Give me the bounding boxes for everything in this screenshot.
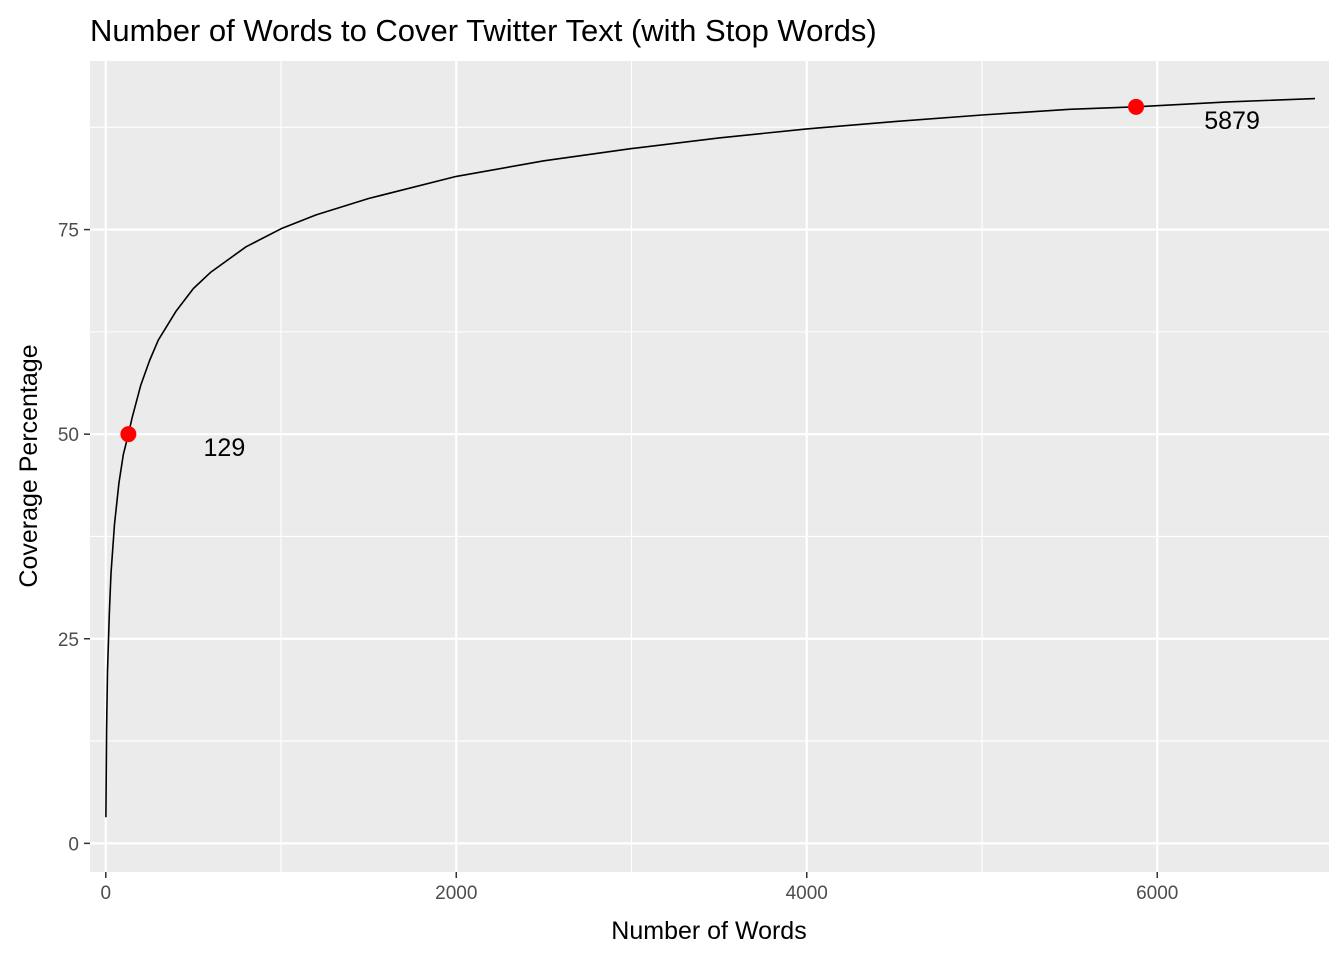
highlight-point	[120, 426, 137, 443]
plot-panel	[90, 61, 1329, 872]
x-axis: 0 2000 4000 6000	[100, 872, 1178, 904]
y-axis-title: Coverage Percentage	[15, 344, 43, 587]
y-tick-label: 50	[58, 425, 79, 446]
x-tick-label: 4000	[786, 883, 828, 904]
series-line	[105, 97, 1316, 818]
x-tick-label: 0	[100, 883, 111, 904]
points-layer: 129 5879	[120, 98, 1260, 462]
y-tick-label: 25	[58, 630, 79, 651]
y-tick-label: 75	[58, 221, 79, 242]
highlight-point	[1128, 98, 1145, 115]
y-tick-label: 0	[68, 834, 79, 855]
x-tick-label: 6000	[1136, 883, 1178, 904]
y-axis: 0 25 50 75	[58, 221, 90, 855]
point-label: 129	[204, 434, 246, 462]
chart-title: Number of Words to Cover Twitter Text (w…	[90, 13, 877, 48]
point-label: 5879	[1204, 107, 1260, 135]
x-axis-title: Number of Words	[611, 917, 806, 945]
grid-major	[90, 61, 1329, 872]
x-tick-label: 2000	[435, 883, 477, 904]
grid-minor	[90, 61, 1329, 872]
series-layer	[105, 97, 1316, 818]
